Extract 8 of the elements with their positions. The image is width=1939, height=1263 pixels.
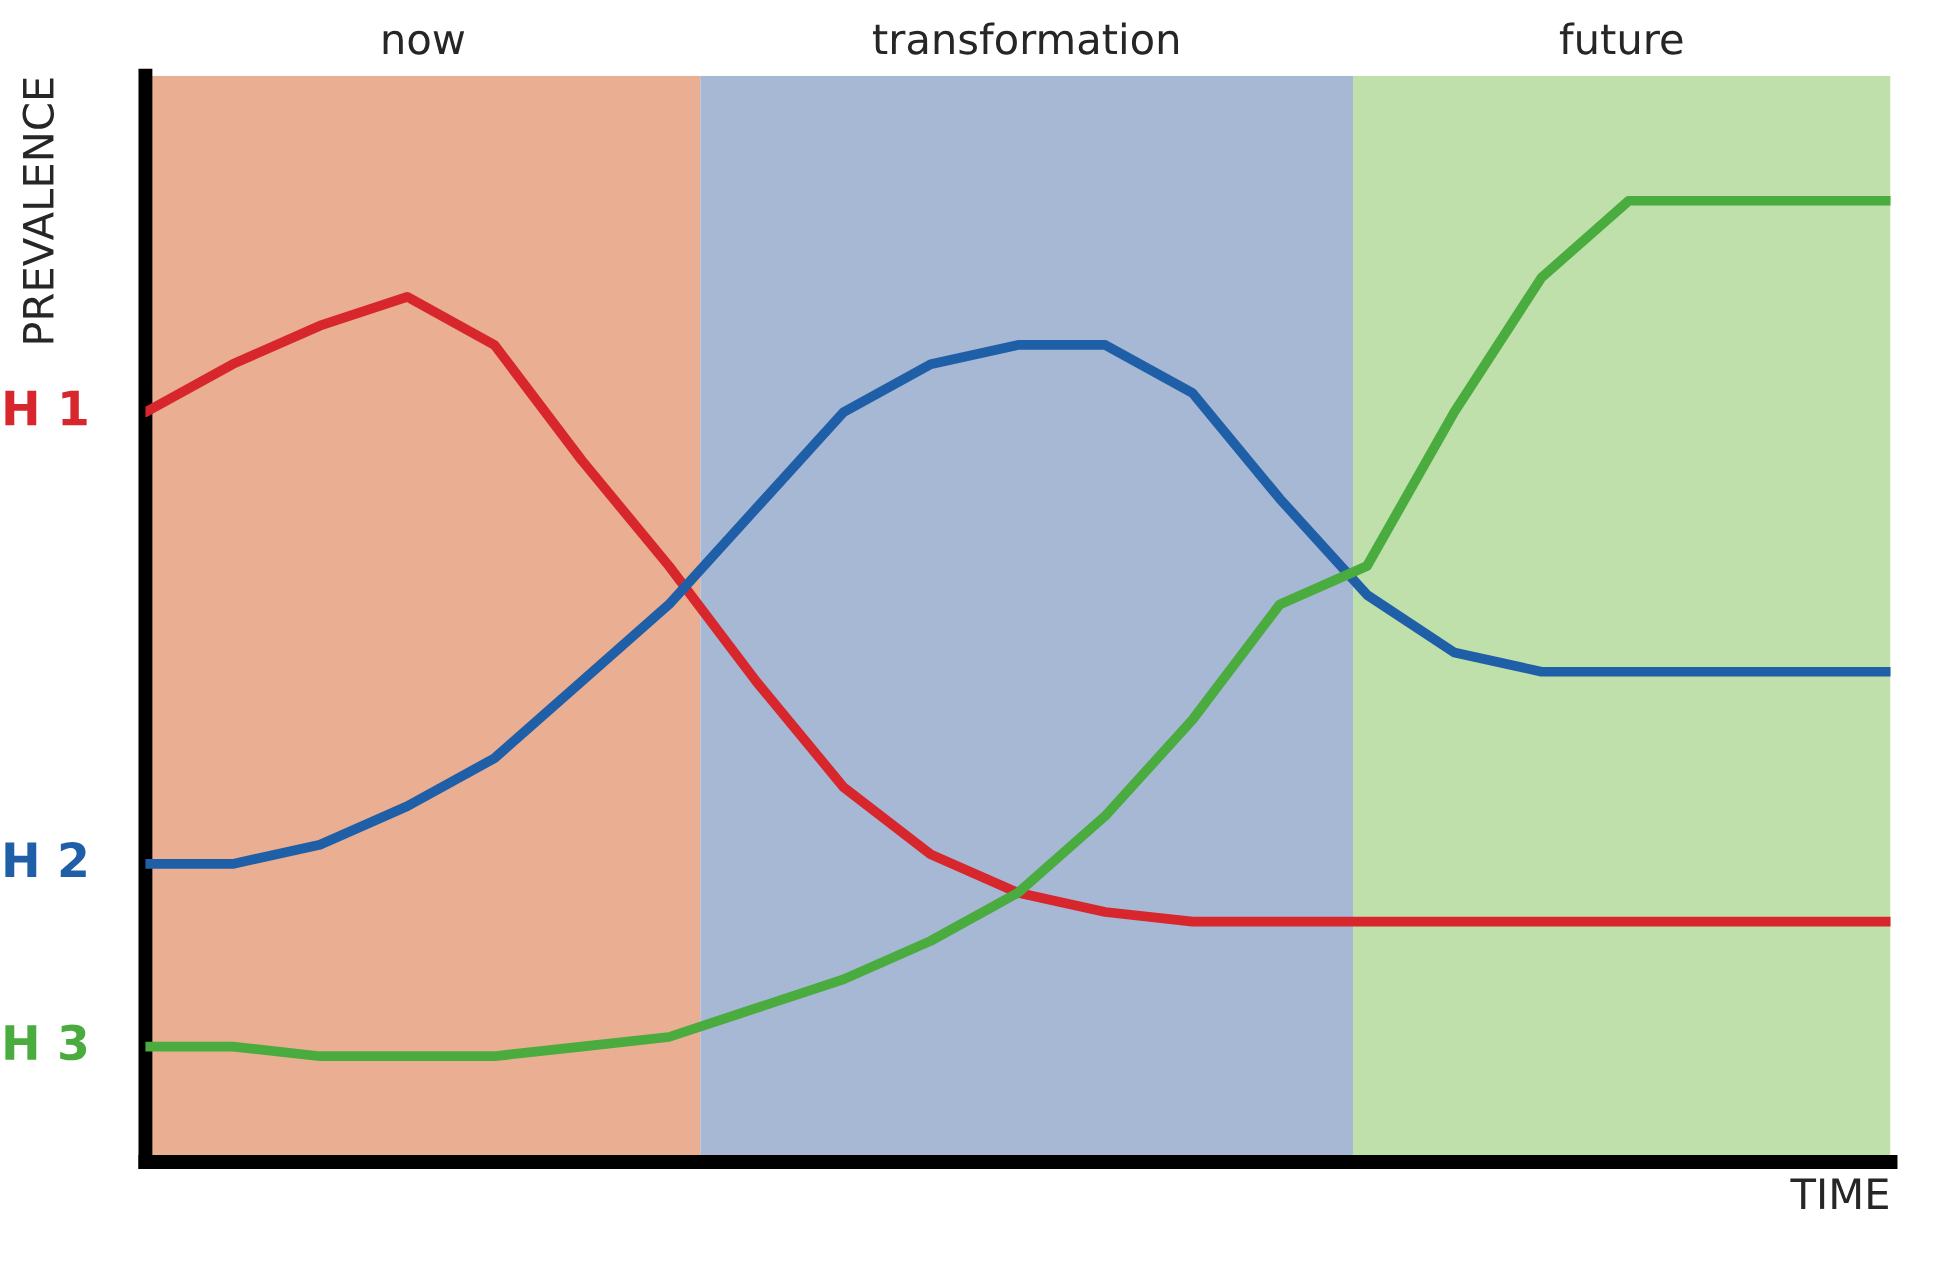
text: now	[383, 30, 465, 55]
text: transformation	[873, 22, 1178, 55]
series-label: H 1	[5, 390, 87, 426]
y-axis-title: PREVALENCE	[22, 78, 55, 343]
series-label: H 2	[5, 841, 86, 878]
series-label: H 3	[5, 1024, 87, 1061]
text: future	[1559, 22, 1683, 55]
x-axis-title: TIME	[1790, 1178, 1888, 1209]
